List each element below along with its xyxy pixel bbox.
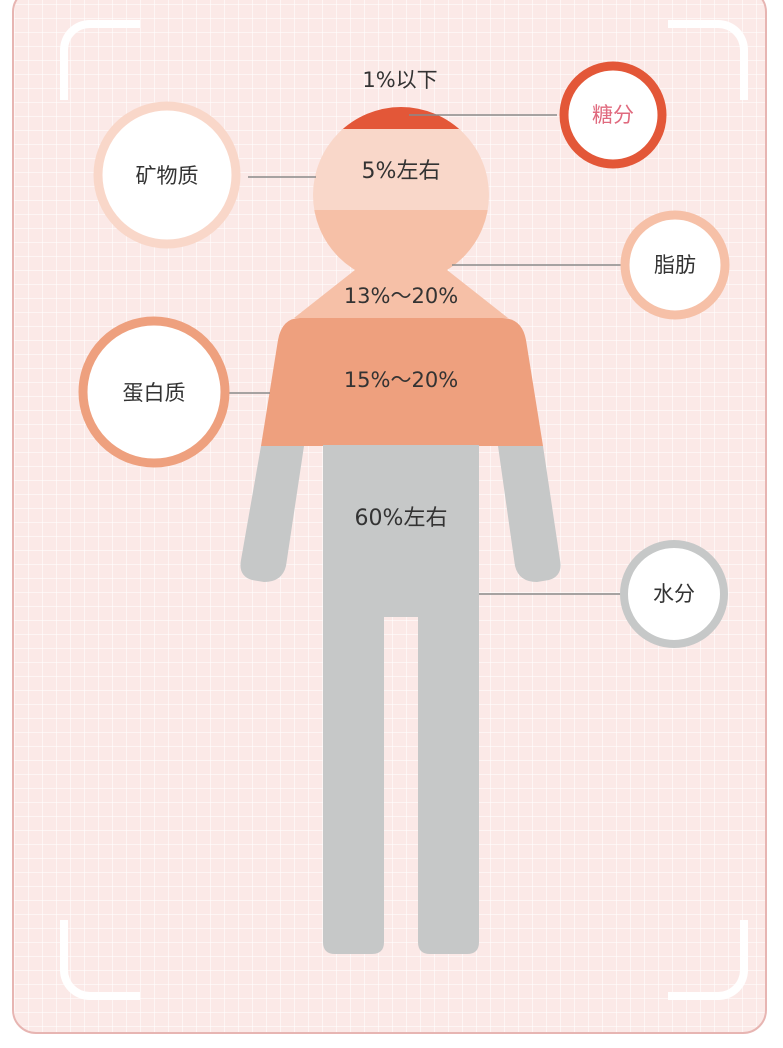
- water-badge: 水分: [620, 540, 728, 648]
- protein-badge: 蛋白质: [78, 316, 230, 468]
- fat-segment-neck: [294, 266, 508, 318]
- fat-label: 脂肪: [654, 253, 696, 277]
- frame-corner-top-right: [668, 20, 748, 100]
- left-arm: [240, 446, 304, 582]
- minerals-label: 矿物质: [136, 164, 199, 188]
- lower-torso: [323, 445, 479, 617]
- minerals-badge: 矿物质: [93, 101, 241, 249]
- protein-label: 蛋白质: [123, 381, 186, 405]
- head: [313, 107, 489, 283]
- minerals-percent-label: 5%左右: [362, 159, 441, 184]
- frame-corner-bottom-right: [668, 920, 748, 1000]
- fat-badge: 脂肪: [620, 210, 730, 320]
- frame-corner-bottom-left: [60, 920, 140, 1000]
- water-label: 水分: [653, 582, 695, 606]
- left-leg: [323, 610, 384, 954]
- fat-percent-label: 13%～20%: [344, 284, 458, 308]
- right-leg: [418, 610, 479, 954]
- frame-corner-top-left: [60, 20, 140, 100]
- right-arm: [498, 446, 561, 582]
- sugar-label: 糖分: [592, 103, 634, 127]
- protein-percent-label: 15%～20%: [344, 368, 458, 392]
- minerals-segment: [313, 129, 489, 211]
- connector-lines: [229, 114, 622, 595]
- sugar-badge: 糖分: [559, 61, 667, 169]
- sugar-percent-label: 1%以下: [362, 68, 437, 92]
- protein-segment: [261, 318, 543, 446]
- water-segment: [240, 445, 561, 954]
- water-percent-label: 60%左右: [355, 506, 448, 531]
